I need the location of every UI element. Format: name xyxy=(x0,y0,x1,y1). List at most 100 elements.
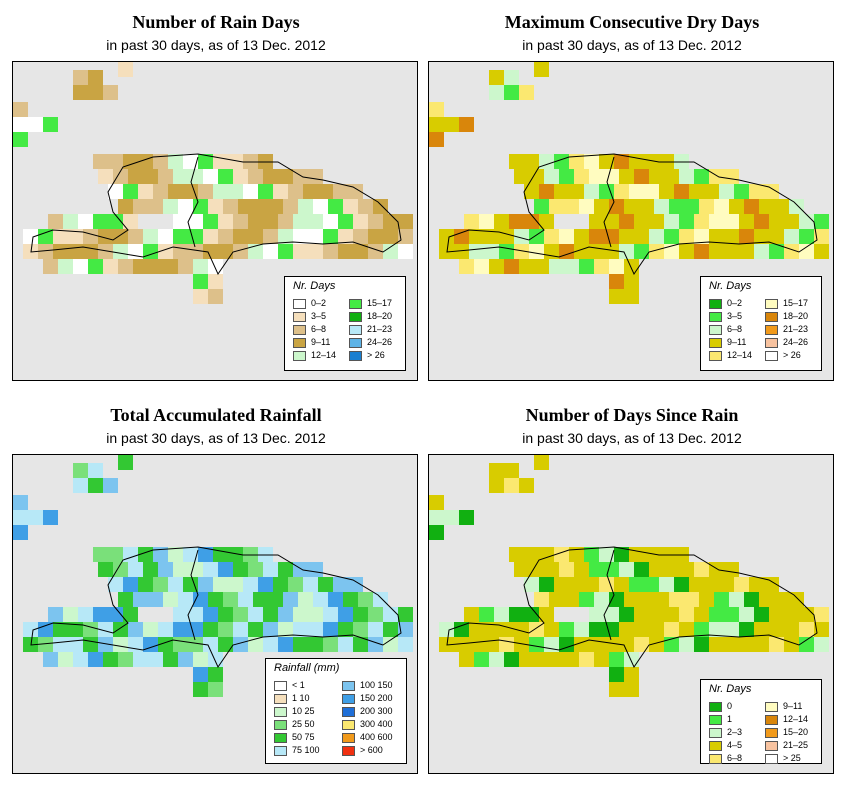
map-grid-cell xyxy=(814,607,829,622)
map-grid-cell xyxy=(494,607,509,622)
map-grid-cell xyxy=(634,607,649,622)
legend-label: 12–14 xyxy=(311,350,337,360)
map-grid-cell xyxy=(193,259,208,274)
map-grid-cell xyxy=(679,562,694,577)
legend-label: > 26 xyxy=(367,350,385,360)
map-grid-cell xyxy=(719,577,734,592)
map-grid-cell xyxy=(338,214,353,229)
map-grid-cell xyxy=(554,184,569,199)
map-grid-cell xyxy=(208,199,223,214)
map-grid-cell xyxy=(358,592,373,607)
map-grid-cell xyxy=(724,214,739,229)
legend-swatch xyxy=(709,754,722,764)
map-grid-cell xyxy=(684,199,699,214)
map-grid-cell xyxy=(739,637,754,652)
map-grid-cell xyxy=(584,184,599,199)
map-grid-cell xyxy=(13,495,28,510)
map-grid-cell xyxy=(203,562,218,577)
map-grid-cell xyxy=(278,622,293,637)
map-grid-cell xyxy=(634,229,649,244)
map-grid-cell xyxy=(539,607,554,622)
map-grid-cell xyxy=(183,547,198,562)
map-grid-cell xyxy=(609,592,624,607)
map-grid-cell xyxy=(173,214,188,229)
map-grid-cell xyxy=(213,184,228,199)
legend-swatch xyxy=(342,733,355,743)
map-grid-cell xyxy=(654,199,669,214)
map-grid-cell xyxy=(383,244,398,259)
map-grid-cell xyxy=(799,214,814,229)
map-grid-cell xyxy=(604,637,619,652)
map-grid-cell xyxy=(98,169,113,184)
legend-label: 3–5 xyxy=(311,311,327,321)
map-grid-cell xyxy=(534,652,549,667)
map-grid-cell xyxy=(629,577,644,592)
legend-swatch xyxy=(349,299,362,309)
legend-swatch xyxy=(709,325,722,335)
map-grid-cell xyxy=(168,184,183,199)
map-grid-cell xyxy=(323,244,338,259)
map-grid-cell xyxy=(589,169,604,184)
map-legend: Nr. Days 0–2 3–5 6–8 9–11 12–14 15–17 18–20 21–… xyxy=(700,276,822,371)
map-grid-cell xyxy=(143,562,158,577)
map-grid-cell xyxy=(63,214,78,229)
map-grid-cell xyxy=(604,622,619,637)
map-grid-cell xyxy=(544,562,559,577)
map-grid-cell xyxy=(634,169,649,184)
map-grid-cell xyxy=(459,117,474,132)
legend-swatch xyxy=(765,741,778,751)
map-grid-cell xyxy=(784,214,799,229)
map-grid-cell xyxy=(208,682,223,697)
map-grid-cell xyxy=(814,214,829,229)
map-grid-cell xyxy=(178,259,193,274)
legend-swatch xyxy=(765,715,778,725)
map-grid-cell xyxy=(544,622,559,637)
legend-label: 100 150 xyxy=(360,680,393,690)
map-grid-cell xyxy=(504,478,519,493)
legend-label: 1 xyxy=(727,714,733,724)
map-grid-cell xyxy=(203,169,218,184)
map-grid-cell xyxy=(569,577,584,592)
map-grid-cell xyxy=(764,577,779,592)
map-grid-cell xyxy=(519,652,534,667)
map-grid-cell xyxy=(233,637,248,652)
map-grid-cell xyxy=(599,547,614,562)
map-grid-cell xyxy=(383,607,398,622)
map-grid-cell xyxy=(368,214,383,229)
map-grid-cell xyxy=(604,229,619,244)
map-grid-cell xyxy=(313,592,328,607)
map-grid-cell xyxy=(103,85,118,100)
map-grid-cell xyxy=(88,85,103,100)
map-grid-cell xyxy=(799,607,814,622)
map-grid-cell xyxy=(118,455,133,470)
map-grid-cell xyxy=(303,184,318,199)
map-grid-cell xyxy=(308,622,323,637)
legend-swatch xyxy=(293,351,306,361)
hispaniola-coastline xyxy=(30,546,402,669)
map-grid-cell xyxy=(308,607,323,622)
map-grid-cell xyxy=(73,652,88,667)
map-grid-cell xyxy=(649,637,664,652)
legend-label: > 26 xyxy=(783,350,801,360)
map-grid-cell xyxy=(624,682,639,697)
map-grid-cell xyxy=(128,622,143,637)
map-grid-cell xyxy=(43,652,58,667)
map-legend: Nr. Days 0 1 2–3 4–5 6–8 9–11 12–14 15–20 21–25 >… xyxy=(700,679,822,764)
map-grid-cell xyxy=(13,132,28,147)
map-grid-cell xyxy=(709,244,724,259)
map-grid-cell xyxy=(444,117,459,132)
map-grid-cell xyxy=(514,622,529,637)
map-grid-cell xyxy=(464,607,479,622)
legend-swatch xyxy=(293,299,306,309)
legend-swatch xyxy=(765,312,778,322)
map-grid-cell xyxy=(48,214,63,229)
map-grid-cell xyxy=(353,229,368,244)
map-grid-cell xyxy=(574,622,589,637)
map-grid-cell xyxy=(584,154,599,169)
map-grid-cell xyxy=(383,622,398,637)
map-grid-cell xyxy=(173,229,188,244)
map-grid-cell xyxy=(584,577,599,592)
map-grid-cell xyxy=(88,463,103,478)
map-grid-cell xyxy=(108,577,123,592)
map-grid-cell xyxy=(624,199,639,214)
